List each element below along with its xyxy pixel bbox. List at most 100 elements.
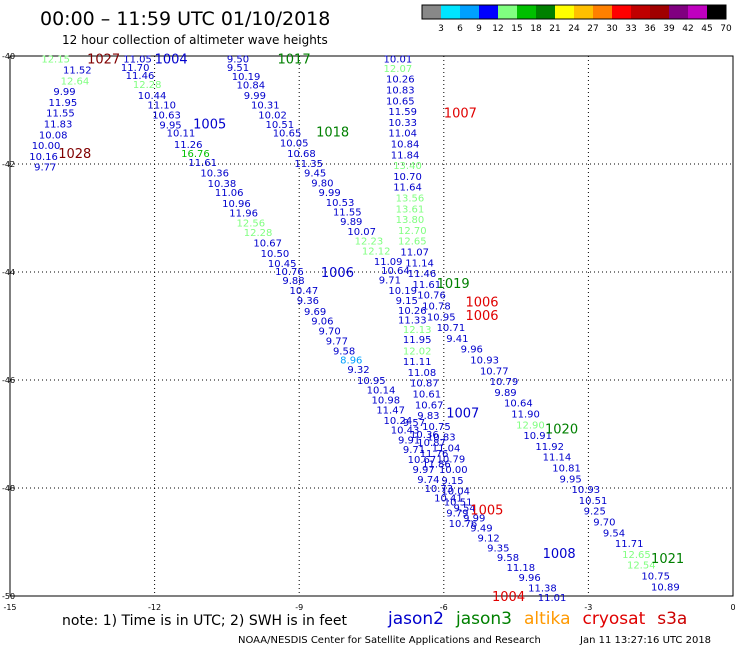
wave-height-label: 12.65 xyxy=(398,237,427,248)
wave-height-label: 9.91 xyxy=(398,435,420,446)
pressure-label: 1021 xyxy=(651,552,684,567)
wave-height-label: 9.79 xyxy=(446,508,468,519)
wave-height-label: 9.74 xyxy=(417,475,439,486)
wave-height-label: 10.76 xyxy=(417,291,446,302)
footer-credit: NOAA/NESDIS Center for Satellite Applica… xyxy=(238,635,541,646)
x-tick-label: -3 xyxy=(584,603,592,612)
wave-height-label: 10.14 xyxy=(367,386,396,397)
wave-height-label: 10.33 xyxy=(388,118,417,129)
wave-height-label: 9.80 xyxy=(311,178,333,189)
footer-timestamp: Jan 11 13:27:16 UTC 2018 xyxy=(580,635,712,646)
colorbar-swatch xyxy=(422,5,441,19)
wave-height-label: 10.65 xyxy=(386,96,415,107)
wave-height-label: 10.73 xyxy=(425,484,454,495)
wave-height-label: 11.59 xyxy=(388,107,417,118)
wave-height-label: 10.98 xyxy=(372,395,401,406)
colorbar-swatch xyxy=(574,5,593,19)
wave-height-label: 10.83 xyxy=(427,433,456,444)
pressure-label: 1027 xyxy=(87,53,120,68)
wave-height-label: 9.15 xyxy=(441,476,463,487)
wave-height-label: 10.51 xyxy=(265,120,294,131)
wave-height-label: 9.45 xyxy=(304,169,326,180)
wave-height-label: 12.13 xyxy=(403,325,432,336)
legend-item-cryosat: cryosat xyxy=(582,609,646,629)
x-tick-label: 0 xyxy=(730,603,735,612)
wave-height-label: 10.87 xyxy=(417,438,446,449)
wave-height-label: 11.61 xyxy=(188,158,217,169)
wave-height-label: 10.75 xyxy=(641,571,670,582)
wave-height-label: 10.64 xyxy=(381,266,410,277)
wave-height-label: 10.68 xyxy=(287,149,316,160)
wave-height-label: 11.83 xyxy=(44,120,73,131)
wave-height-label: 11.47 xyxy=(376,406,405,417)
wave-height-label: 12.07 xyxy=(384,64,413,75)
wave-height-label: 11.46 xyxy=(408,269,437,280)
wave-height-label: 11.09 xyxy=(374,257,403,268)
wave-height-label: 10.83 xyxy=(386,85,415,96)
wave-height-label: 10.51 xyxy=(579,496,608,507)
wave-height-label: 11.95 xyxy=(49,98,78,109)
wave-height-label: 12.02 xyxy=(403,346,432,357)
y-tick-label: -48 xyxy=(2,484,15,493)
page-title: 00:00 – 11:59 UTC 01/10/2018 xyxy=(40,8,331,30)
x-tick-label: -9 xyxy=(295,603,303,612)
wave-height-label: 11.52 xyxy=(63,66,92,77)
wave-height-label: 10.02 xyxy=(258,110,287,121)
wave-height-label: 9.83 xyxy=(417,411,439,422)
wave-height-label: 11.64 xyxy=(393,183,422,194)
wave-height-label: 11.61 xyxy=(412,280,441,291)
wave-height-label: 9.35 xyxy=(487,543,509,554)
wave-height-label: 8.96 xyxy=(340,355,362,366)
colorbar-label: 70 xyxy=(720,24,732,34)
wave-height-label: 9.89 xyxy=(494,388,516,399)
wave-height-label: 10.19 xyxy=(388,286,417,297)
wave-height-label: 10.71 xyxy=(437,323,466,334)
colorbar-label: 9 xyxy=(476,24,482,34)
colorbar-swatch xyxy=(650,5,669,19)
wave-height-label: 10.01 xyxy=(384,55,413,66)
wave-height-label: 11.46 xyxy=(126,71,155,82)
wave-height-label: 10.50 xyxy=(261,249,290,260)
wave-height-label: 10.05 xyxy=(280,138,309,149)
wave-height-label: 10.84 xyxy=(237,81,266,92)
wave-height-label: 9.50 xyxy=(227,55,249,66)
wave-height-label: 9.99 xyxy=(244,91,266,102)
wave-height-label: 10.81 xyxy=(552,463,581,474)
wave-height-label: 9.95 xyxy=(559,474,581,485)
wave-height-label: 11.70 xyxy=(121,63,150,74)
wave-height-label: 11.04 xyxy=(388,129,417,140)
wave-height-label: 10.96 xyxy=(222,199,251,210)
wave-height-label: 11.18 xyxy=(506,563,535,574)
wave-height-label: 9.15 xyxy=(396,296,418,307)
wave-height-label: 10.26 xyxy=(386,75,415,86)
wave-height-label: 10.07 xyxy=(347,227,376,238)
wave-height-label: 11.14 xyxy=(543,453,572,464)
colorbar-label: 42 xyxy=(682,24,693,34)
colorbar-label: 33 xyxy=(625,24,636,34)
wave-height-label: 13.61 xyxy=(396,204,425,215)
wave-height-label: 10.61 xyxy=(412,390,441,401)
colorbar-label: 45 xyxy=(701,24,712,34)
wave-height-label: 10.75 xyxy=(422,422,451,433)
wave-height-label: 12.56 xyxy=(237,218,266,229)
wave-height-label: 9.12 xyxy=(478,534,500,545)
plot-frame xyxy=(9,55,734,597)
colorbar-swatch xyxy=(517,5,536,19)
wave-height-label: 9.99 xyxy=(318,188,340,199)
wave-height-label: 11.14 xyxy=(405,258,434,269)
colorbar-swatch xyxy=(612,5,631,19)
satellite-legend: jason2 jason3 altika cryosat s3a xyxy=(388,609,699,629)
wave-height-label: 13.40 xyxy=(393,161,422,172)
wave-height-label: 11.26 xyxy=(174,140,203,151)
wave-height-label: 10.70 xyxy=(393,172,422,183)
wave-height-label: 9.70 xyxy=(318,326,340,337)
x-tick-label: -12 xyxy=(148,603,161,612)
wave-height-label: 10.41 xyxy=(434,494,463,505)
legend-item-jason3: jason3 xyxy=(456,609,512,629)
pressure-label: 1006 xyxy=(465,309,498,324)
wave-height-label: 10.79 xyxy=(437,454,466,465)
wave-height-label: 16.76 xyxy=(181,149,210,160)
wave-height-label: 10.65 xyxy=(273,129,302,140)
wave-height-label: 11.55 xyxy=(46,109,75,120)
wave-height-label: 10.78 xyxy=(422,301,451,312)
